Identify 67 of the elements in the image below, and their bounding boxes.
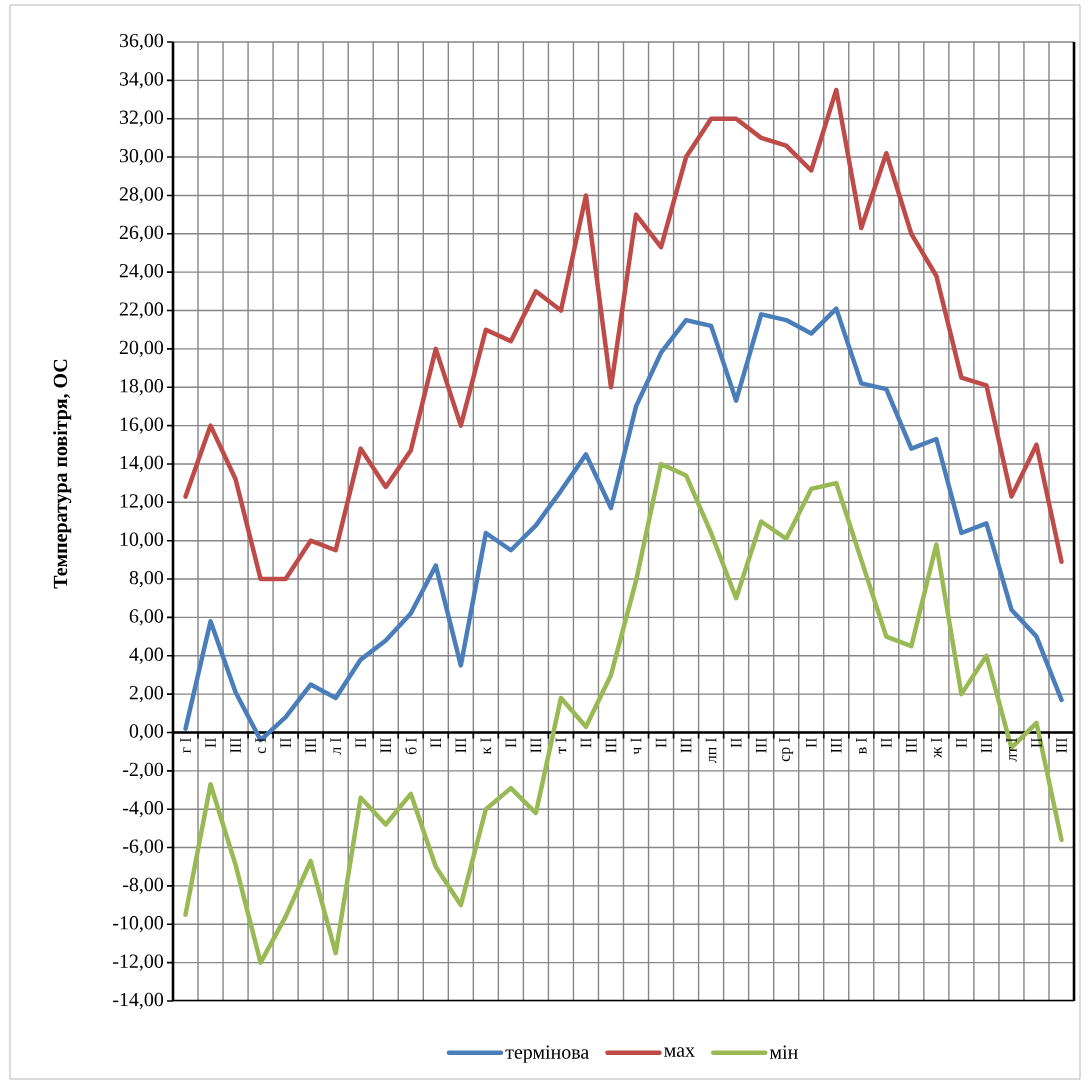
y-tick-label: 4,00 xyxy=(129,647,164,664)
x-tick-label: II xyxy=(806,738,817,748)
legend-label: термінова xyxy=(505,1045,589,1063)
x-tick-label: ср I xyxy=(779,738,794,762)
x-tick-label: II xyxy=(730,738,742,748)
x-tick-label: II xyxy=(205,738,216,748)
y-tick-label: 18,00 xyxy=(120,379,164,396)
y-tick-label: 16,00 xyxy=(120,417,164,434)
y-tick-label: 26,00 xyxy=(119,225,164,242)
x-tick-label: в I xyxy=(856,738,867,755)
y-axis-title: Температура повітря, ОС xyxy=(53,359,72,589)
x-tick-label: III xyxy=(906,738,917,753)
x-tick-label: л I xyxy=(330,738,341,755)
y-tick-label: 10,00 xyxy=(120,532,164,549)
x-tick-label: III xyxy=(1056,738,1067,753)
y-tick-label: -12,00 xyxy=(113,954,164,971)
x-tick-label: ж I xyxy=(931,738,942,758)
x-tick-label: с I xyxy=(255,738,266,754)
x-tick-label: г I xyxy=(180,738,191,754)
y-tick-label: 34,00 xyxy=(119,72,164,89)
x-tick-label: III xyxy=(680,738,692,753)
x-tick-label: III xyxy=(831,738,842,753)
legend-label: мах xyxy=(664,1047,695,1057)
x-tick-label: III xyxy=(305,738,316,753)
y-tick-label: 36,00 xyxy=(119,33,164,51)
x-tick-label: II xyxy=(580,738,592,748)
x-tick-label: III xyxy=(230,738,241,753)
y-tick-label: 8,00 xyxy=(129,570,164,588)
x-tick-label: лт I xyxy=(1006,738,1017,762)
x-tick-label: ч I xyxy=(630,738,642,755)
y-tick-label: -2,00 xyxy=(123,762,164,779)
y-tick-label: 20,00 xyxy=(119,340,164,358)
x-tick-label: II xyxy=(430,738,442,748)
x-tick-label: II xyxy=(355,738,366,748)
x-tick-label: б I xyxy=(404,738,417,755)
y-tick-label: 28,00 xyxy=(119,187,164,204)
y-tick-label: 12,00 xyxy=(120,494,164,511)
y-tick-label: 14,00 xyxy=(120,455,164,473)
x-tick-label: III xyxy=(981,738,992,753)
y-tick-label: 22,00 xyxy=(119,302,164,319)
y-tick-label: 32,00 xyxy=(119,110,164,127)
line-series xyxy=(183,87,1064,582)
y-tick-label: -10,00 xyxy=(113,916,164,933)
x-tick-label: III xyxy=(380,738,391,753)
y-tick-label: 30,00 xyxy=(119,148,164,166)
x-tick-label: II xyxy=(1031,738,1042,748)
x-tick-label: II xyxy=(655,738,667,748)
y-tick-label: -6,00 xyxy=(123,839,164,856)
x-tick-label: III xyxy=(755,738,767,753)
x-tick-label: II xyxy=(505,738,517,748)
y-tick-label: 6,00 xyxy=(129,609,164,626)
x-tick-label: III xyxy=(530,738,542,753)
y-tick-label: -8,00 xyxy=(123,877,164,895)
x-tick-label: лп I xyxy=(705,738,717,764)
x-tick-label: II xyxy=(881,738,892,748)
y-tick-label: -14,00 xyxy=(113,992,164,1010)
legend-label: мін xyxy=(769,1045,798,1059)
x-tick-label: II xyxy=(956,738,967,748)
y-tick-label: -4,00 xyxy=(123,801,164,818)
x-tick-label: III xyxy=(605,738,617,753)
x-tick-label: II xyxy=(280,738,291,748)
x-tick-label: т I xyxy=(555,738,567,754)
y-tick-label: 0,00 xyxy=(129,724,164,741)
y-tick-label: 24,00 xyxy=(119,264,164,281)
x-tick-label: к I xyxy=(480,738,492,755)
y-tick-label: 2,00 xyxy=(129,685,164,703)
x-tick-label: III xyxy=(455,738,467,753)
